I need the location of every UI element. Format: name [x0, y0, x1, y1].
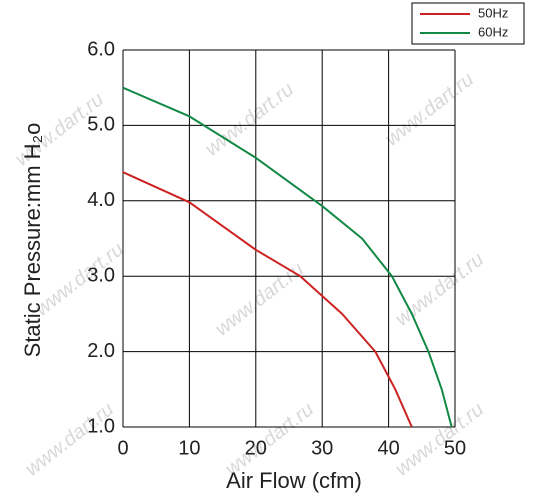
line	[122, 86, 453, 428]
watermark-layer: www.dart.ru www.dart.ru www.dart.ru www.dar…	[11, 68, 488, 480]
x-tick-label: 50	[444, 437, 466, 459]
watermark: www.dart.ru	[391, 248, 488, 330]
y-tick-label: 5.0	[87, 114, 115, 136]
x-tick-label: 0	[117, 437, 128, 459]
x-tick-label: 40	[377, 437, 399, 459]
y-tick-label: 1.0	[87, 415, 115, 437]
x-axis-label: Air Flow (cfm)	[226, 468, 362, 493]
x-tick-label: 20	[245, 437, 267, 459]
y-tick-label: 3.0	[87, 264, 115, 286]
watermark: www.dart.ru	[381, 68, 478, 150]
plot	[122, 49, 456, 428]
y-tick-label: 6.0	[87, 38, 115, 60]
y-tick-label: 4.0	[87, 189, 115, 211]
watermark: www.dart.ru	[21, 398, 118, 480]
legend-label: 60Hz	[478, 24, 508, 39]
watermark: www.dart.ru	[201, 78, 298, 160]
x-tick-label: 30	[311, 437, 333, 459]
watermark: www.dart.ru	[211, 258, 308, 340]
legend-box	[411, 2, 525, 45]
line	[122, 171, 413, 428]
legend-label: 50Hz	[478, 5, 508, 20]
y-axis-label: Static Pressure:mm H₂o	[20, 123, 45, 358]
x-tick-label: 10	[178, 437, 200, 459]
y-tick-label: 2.0	[87, 340, 115, 362]
